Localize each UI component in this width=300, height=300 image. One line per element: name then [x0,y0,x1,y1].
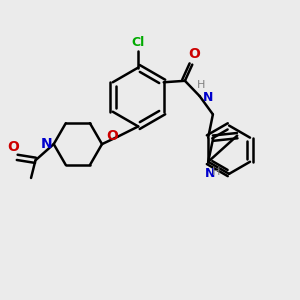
Text: N: N [203,91,214,104]
Text: O: O [8,140,20,154]
Text: H: H [197,80,205,90]
Text: Cl: Cl [132,36,145,49]
Text: N: N [205,167,215,180]
Text: O: O [188,47,200,61]
Text: H: H [212,167,220,177]
Text: O: O [106,129,118,143]
Text: N: N [40,137,52,151]
